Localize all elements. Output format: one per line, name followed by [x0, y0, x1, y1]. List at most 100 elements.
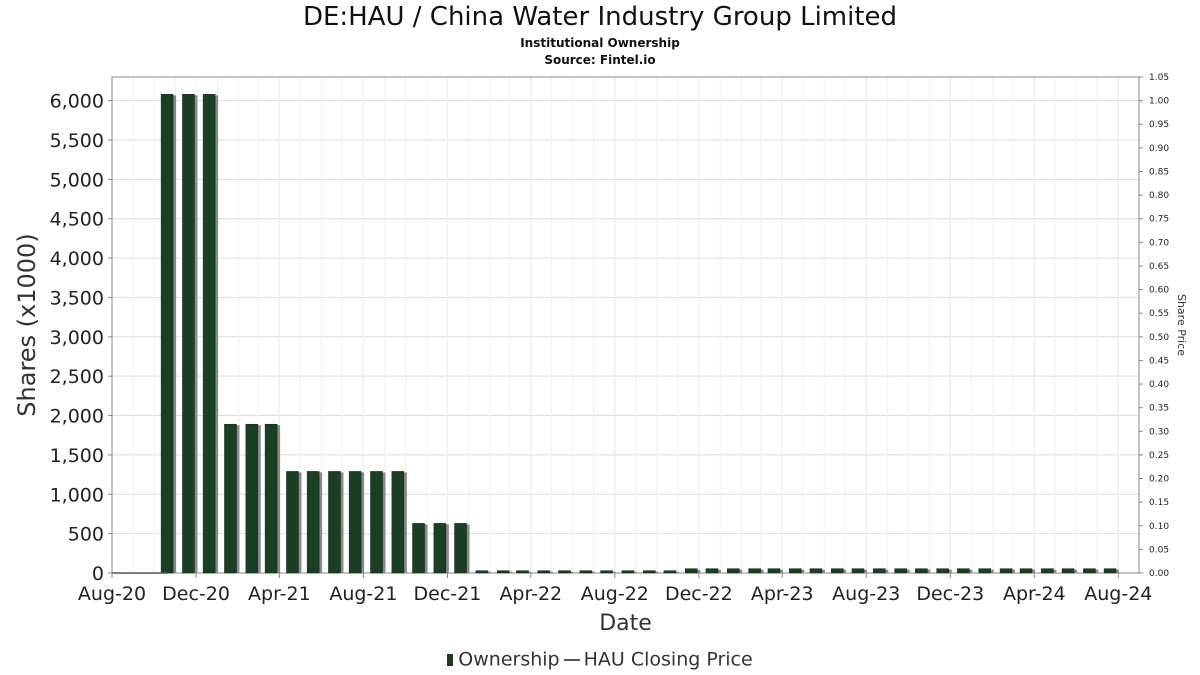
y2-tick-label: 0.75	[1149, 215, 1169, 225]
ownership-bar	[182, 94, 195, 574]
ownership-bar	[957, 568, 970, 574]
y-tick-label: 0	[92, 563, 104, 585]
price-legend-swatch	[563, 658, 580, 661]
x-tick-label: Dec-23	[916, 583, 984, 605]
ownership-bar	[245, 423, 259, 574]
y2-axis-label: Share Price	[1175, 294, 1188, 356]
x-tick-label: Aug-24	[1084, 583, 1152, 605]
x-tick-label: Apr-22	[499, 583, 562, 605]
y2-tick-label: 0.25	[1149, 451, 1169, 461]
y2-tick-label: 0.70	[1149, 238, 1169, 248]
ownership-bar	[264, 423, 278, 574]
y2-tick-label: 0.10	[1149, 522, 1169, 532]
ownership-bar	[831, 568, 844, 574]
legend: Ownership HAU Closing Price	[0, 648, 1200, 671]
ownership-bar	[789, 568, 802, 574]
ownership-bar	[915, 568, 928, 574]
y2-tick-label: 1.00	[1149, 97, 1169, 107]
y2-tick-label: 0.60	[1149, 286, 1169, 296]
y2-tick-label: 0.30	[1149, 427, 1169, 437]
ownership-bar	[475, 570, 489, 574]
legend-price-label: HAU Closing Price	[583, 648, 753, 671]
ownership-bar	[978, 568, 991, 574]
ownership-bar	[851, 568, 865, 574]
ownership-bar	[558, 570, 571, 574]
x-tick-label: Dec-21	[414, 583, 482, 605]
ownership-bar	[224, 423, 237, 574]
y2-tick-label: 0.65	[1149, 262, 1169, 272]
y2-tick-label: 0.40	[1149, 380, 1169, 390]
ownership-bar	[348, 471, 362, 574]
y2-tick-label: 0.20	[1149, 475, 1169, 485]
ownership-bar	[1103, 568, 1117, 574]
ownership-bar	[579, 570, 593, 574]
ownership-bar	[160, 94, 174, 574]
y-tick-label: 5,500	[50, 130, 104, 152]
y2-tick-label: 0.45	[1149, 356, 1169, 366]
y2-tick-label: 0.00	[1149, 569, 1169, 579]
ownership-bar	[643, 570, 656, 574]
ownership-bar	[1019, 568, 1033, 574]
y2-tick-label: 0.35	[1149, 404, 1169, 414]
x-tick-label: Apr-21	[248, 583, 311, 605]
ownership-bar	[454, 523, 467, 574]
x-tick-label: Dec-22	[665, 583, 733, 605]
ownership-bar	[809, 568, 823, 574]
ownership-bar	[1041, 568, 1054, 574]
ownership-bar	[202, 94, 216, 574]
ownership-bar	[306, 471, 320, 574]
ownership-bar	[685, 568, 698, 574]
ownership-bar	[748, 568, 761, 574]
ownership-bar	[621, 570, 635, 574]
y2-tick-label: 0.95	[1149, 120, 1169, 130]
y2-tick-label: 0.15	[1149, 498, 1169, 508]
ownership-bar	[328, 471, 341, 574]
y-tick-label: 3,000	[50, 327, 104, 349]
ownership-bar	[894, 568, 907, 574]
ownership-bar	[370, 471, 383, 574]
ownership-bar	[936, 568, 949, 574]
ownership-bar	[516, 570, 529, 574]
legend-ownership-label: Ownership	[458, 648, 560, 671]
y-tick-label: 4,000	[50, 248, 104, 270]
y2-tick-label: 0.50	[1149, 333, 1169, 343]
y-tick-label: 5,000	[50, 169, 104, 191]
chart-title: DE:HAU / China Water Industry Group Limi…	[302, 2, 898, 32]
ownership-bar	[663, 570, 677, 574]
ownership-bar	[391, 471, 405, 574]
chart-source: Source: Fintel.io	[544, 53, 656, 67]
x-tick-label: Aug-20	[78, 583, 146, 605]
ownership-bar	[767, 568, 781, 574]
ownership-bar	[1061, 568, 1075, 574]
y-tick-label: 6,000	[50, 91, 104, 113]
y2-tick-label: 0.55	[1149, 309, 1169, 319]
ownership-bar	[999, 568, 1013, 574]
y-tick-label: 2,500	[50, 366, 104, 388]
ownership-bar	[496, 570, 510, 574]
y-tick-label: 1,500	[50, 445, 104, 467]
y-tick-label: 500	[68, 524, 104, 546]
y-tick-label: 2,000	[50, 406, 104, 428]
y-tick-label: 3,500	[50, 287, 104, 309]
ownership-bar	[1083, 568, 1096, 574]
x-tick-label: Dec-20	[162, 583, 230, 605]
x-tick-label: Aug-23	[832, 583, 900, 605]
y2-tick-label: 0.05	[1149, 545, 1169, 555]
y-axis-label: Shares (x1000)	[13, 233, 41, 416]
ownership-bar	[600, 570, 613, 574]
ownership-bar	[727, 568, 740, 574]
ownership-bar	[873, 568, 886, 574]
ownership-bar	[705, 568, 719, 574]
x-tick-label: Apr-23	[751, 583, 814, 605]
x-tick-label: Aug-21	[329, 583, 397, 605]
ownership-legend-swatch	[447, 653, 454, 666]
ownership-bar	[412, 523, 425, 574]
x-tick-label: Apr-24	[1003, 583, 1066, 605]
ownership-bar	[433, 523, 447, 574]
y-tick-label: 4,500	[50, 209, 104, 231]
x-tick-label: Aug-22	[581, 583, 649, 605]
y2-tick-label: 0.90	[1149, 144, 1169, 154]
y-tick-label: 1,000	[50, 484, 104, 506]
y2-tick-label: 1.05	[1149, 73, 1169, 83]
